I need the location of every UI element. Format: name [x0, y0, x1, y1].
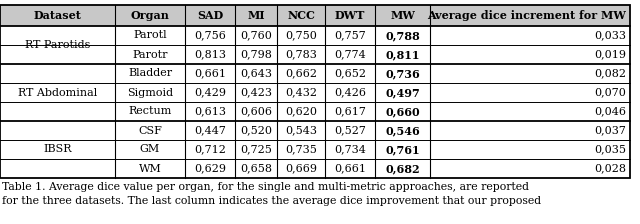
Text: 0,432: 0,432: [285, 88, 317, 97]
Text: 0,028: 0,028: [594, 164, 626, 174]
Bar: [0, 26, 630, 45]
Bar: [0, 140, 630, 159]
Text: 0,669: 0,669: [285, 164, 317, 174]
Text: 0,606: 0,606: [240, 106, 272, 116]
Text: SAD: SAD: [197, 10, 223, 21]
Text: 0,546: 0,546: [385, 125, 420, 136]
Text: IBSR: IBSR: [44, 144, 72, 155]
Text: 0,613: 0,613: [194, 106, 226, 116]
Text: 0,082: 0,082: [594, 69, 626, 78]
Text: 0,813: 0,813: [194, 50, 226, 60]
Text: RT Abdominal: RT Abdominal: [18, 88, 97, 97]
Text: 0,760: 0,760: [240, 30, 272, 41]
Text: 0,661: 0,661: [334, 164, 366, 174]
Text: 0,527: 0,527: [334, 125, 366, 136]
Text: MI: MI: [247, 10, 265, 21]
Bar: [0, 102, 630, 121]
Text: 0,756: 0,756: [194, 30, 226, 41]
Text: 0,682: 0,682: [385, 163, 420, 174]
Bar: [0, 83, 630, 102]
Text: GM: GM: [140, 144, 160, 155]
Text: NCC: NCC: [287, 10, 315, 21]
Text: 0,035: 0,035: [594, 144, 626, 155]
Text: CSF: CSF: [138, 125, 162, 136]
Text: Sigmoid: Sigmoid: [127, 88, 173, 97]
Bar: [0, 45, 630, 64]
Text: Parotl: Parotl: [133, 30, 167, 41]
Text: 0,652: 0,652: [334, 69, 366, 78]
Text: 0,046: 0,046: [594, 106, 626, 116]
Text: 0,643: 0,643: [240, 69, 272, 78]
Text: Bladder: Bladder: [128, 69, 172, 78]
Bar: [0, 5, 630, 26]
Text: for the three datasets. The last column indicates the average dice improvement t: for the three datasets. The last column …: [2, 196, 541, 206]
Text: 0,033: 0,033: [594, 30, 626, 41]
Bar: [0, 64, 630, 83]
Text: 0,734: 0,734: [334, 144, 366, 155]
Text: 0,798: 0,798: [240, 50, 272, 60]
Text: 0,658: 0,658: [240, 164, 272, 174]
Text: 0,661: 0,661: [194, 69, 226, 78]
Text: Parotr: Parotr: [132, 50, 168, 60]
Text: 0,423: 0,423: [240, 88, 272, 97]
Text: 0,761: 0,761: [385, 144, 420, 155]
Text: 0,660: 0,660: [385, 106, 420, 117]
Text: MW: MW: [390, 10, 415, 21]
Text: 0,712: 0,712: [194, 144, 226, 155]
Text: 0,725: 0,725: [240, 144, 272, 155]
Text: 0,037: 0,037: [594, 125, 626, 136]
Text: 0,783: 0,783: [285, 50, 317, 60]
Text: 0,019: 0,019: [594, 50, 626, 60]
Text: 0,662: 0,662: [285, 69, 317, 78]
Text: 0,788: 0,788: [385, 30, 420, 41]
Text: 0,811: 0,811: [385, 49, 420, 60]
Text: 0,520: 0,520: [240, 125, 272, 136]
Bar: [0, 121, 630, 140]
Bar: [0, 159, 630, 178]
Text: RT Parotids: RT Parotids: [25, 40, 90, 50]
Text: 0,543: 0,543: [285, 125, 317, 136]
Text: 0,070: 0,070: [594, 88, 626, 97]
Text: Table 1. Average dice value per organ, for the single and multi-metric approache: Table 1. Average dice value per organ, f…: [2, 182, 529, 192]
Text: 0,620: 0,620: [285, 106, 317, 116]
Text: 0,429: 0,429: [194, 88, 226, 97]
Text: Dataset: Dataset: [33, 10, 81, 21]
Bar: [0, 5, 630, 178]
Text: 0,617: 0,617: [334, 106, 366, 116]
Text: 0,736: 0,736: [385, 68, 420, 79]
Text: Average dice increment for MW: Average dice increment for MW: [427, 10, 626, 21]
Text: Organ: Organ: [131, 10, 170, 21]
Text: 0,629: 0,629: [194, 164, 226, 174]
Text: 0,426: 0,426: [334, 88, 366, 97]
Text: WM: WM: [139, 164, 161, 174]
Text: 0,447: 0,447: [194, 125, 226, 136]
Text: 0,774: 0,774: [334, 50, 366, 60]
Text: Rectum: Rectum: [128, 106, 172, 116]
Text: 0,497: 0,497: [385, 87, 420, 98]
Text: 0,735: 0,735: [285, 144, 317, 155]
Text: 0,750: 0,750: [285, 30, 317, 41]
Text: DWT: DWT: [335, 10, 365, 21]
Text: 0,757: 0,757: [334, 30, 366, 41]
